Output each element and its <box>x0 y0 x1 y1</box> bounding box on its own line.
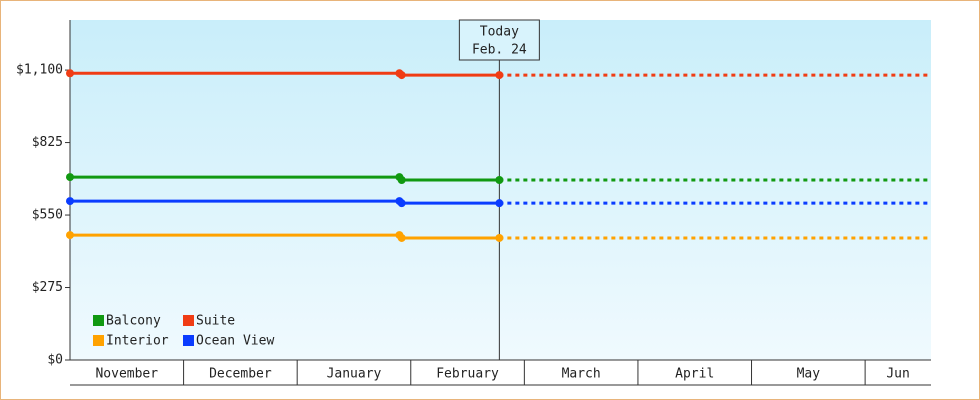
legend-swatch <box>183 315 194 326</box>
point <box>495 199 504 208</box>
legend-label: Balcony <box>106 314 161 329</box>
legend-swatch <box>183 335 194 346</box>
point <box>397 71 406 80</box>
point <box>495 71 504 80</box>
point <box>66 173 74 182</box>
today-date: Feb. 24 <box>472 43 527 58</box>
x-tick-label: November <box>95 367 158 382</box>
x-tick-label: March <box>562 367 601 382</box>
x-tick-label: May <box>797 367 821 382</box>
y-tick-label: $275 <box>32 280 63 295</box>
y-tick-label: $1,100 <box>16 63 63 78</box>
y-tick-label: $825 <box>32 135 63 150</box>
legend-label: Ocean View <box>196 334 274 349</box>
x-tick-label: April <box>675 367 714 382</box>
point <box>397 175 406 184</box>
legend-label: Suite <box>196 314 235 329</box>
plot-area <box>70 20 931 360</box>
x-tick-label: February <box>436 367 499 382</box>
point <box>66 69 74 78</box>
point <box>397 199 406 208</box>
point <box>66 197 74 206</box>
x-tick-label: Jun <box>886 367 909 382</box>
point <box>397 233 406 242</box>
legend-swatch <box>93 335 104 346</box>
x-tick-label: December <box>209 367 272 382</box>
point <box>495 175 504 184</box>
today-box <box>458 19 540 61</box>
y-tick-label: $0 <box>47 353 63 368</box>
x-tick-label: January <box>327 367 382 382</box>
legend-swatch <box>93 315 104 326</box>
point <box>66 231 74 240</box>
point <box>495 233 504 242</box>
today-label: Today <box>480 25 519 40</box>
legend-label: Interior <box>106 334 169 349</box>
y-tick-label: $550 <box>32 208 63 223</box>
